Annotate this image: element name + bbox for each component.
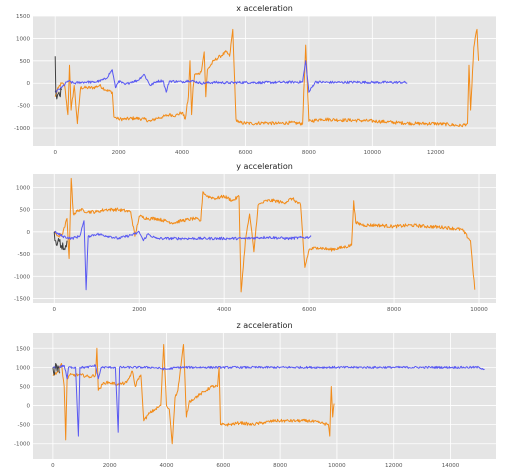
y-tick-label: 500 (20, 59, 31, 65)
y-tick-label: 500 (20, 208, 31, 214)
series-line-0 (53, 231, 68, 251)
x-tick-label: 4000 (160, 463, 174, 469)
y-tick-label: -1000 (14, 274, 30, 280)
y-acceleration-chart: 0 2000 4000 6000 8000 10000 -1500 -1000 -500 0 500… (14, 162, 496, 313)
series-line-1 (53, 220, 312, 291)
x-tick-label: 10000 (470, 307, 488, 313)
y-tick-label: 1500 (16, 346, 30, 352)
x-tick-label: 8000 (387, 307, 401, 313)
y-tick-label: 1500 (16, 14, 30, 20)
x-tick-label: 0 (53, 150, 57, 156)
y-tick-label: 0 (27, 81, 31, 87)
series-line-2 (54, 177, 476, 293)
series-line-2 (52, 344, 335, 445)
y-tick-label: -1000 (14, 442, 30, 448)
y-tick-label: -500 (18, 252, 31, 258)
plot-background (33, 16, 496, 146)
y-tick-label: -1500 (14, 297, 30, 303)
x-tick-label: 2000 (112, 150, 126, 156)
series-line-0 (52, 363, 61, 376)
y-tick-label: 1000 (16, 185, 30, 191)
x-tick-label: 12000 (385, 463, 403, 469)
y-tick-label: -500 (18, 423, 31, 429)
x-tick-label: 10000 (328, 463, 346, 469)
z-acceleration-chart: 0 2000 4000 6000 8000 10000 12000 14000-1000-50… (14, 321, 496, 469)
x-tick-label: 2000 (103, 463, 117, 469)
y-tick-label: 1000 (16, 365, 30, 371)
y-tick-label: -500 (18, 104, 31, 110)
chart-title: z acceleration (236, 321, 292, 330)
x-tick-label: 8000 (302, 150, 316, 156)
x-tick-label: 0 (51, 463, 55, 469)
chart-title: x acceleration (236, 4, 293, 13)
x-acceleration-chart: 0 2000 4000 6000 8000 10000 12000 -1000 -500 0 500… (14, 4, 496, 156)
y-tick-label: 1000 (16, 36, 30, 42)
series-line-1 (54, 60, 408, 93)
x-tick-label: 8000 (273, 463, 287, 469)
x-tick-label: 6000 (216, 463, 230, 469)
x-tick-label: 14000 (442, 463, 460, 469)
x-tick-label: 6000 (238, 150, 252, 156)
x-tick-label: 4000 (217, 307, 231, 313)
x-tick-label: 6000 (302, 307, 316, 313)
x-tick-label: 10000 (364, 150, 382, 156)
plot-background (33, 333, 496, 459)
x-tick-label: 12000 (427, 150, 445, 156)
series-line-1 (52, 364, 485, 437)
y-tick-label: 500 (20, 384, 31, 390)
series-line-0 (54, 56, 62, 100)
chart-title: y acceleration (236, 162, 293, 171)
x-tick-label: 4000 (175, 150, 189, 156)
x-tick-label: 0 (52, 307, 56, 313)
series-line-2 (54, 28, 480, 128)
y-tick-label: -1000 (14, 126, 30, 132)
y-tick-label: 0 (27, 404, 31, 410)
y-tick-label: 0 (27, 230, 31, 236)
x-tick-label: 2000 (132, 307, 146, 313)
